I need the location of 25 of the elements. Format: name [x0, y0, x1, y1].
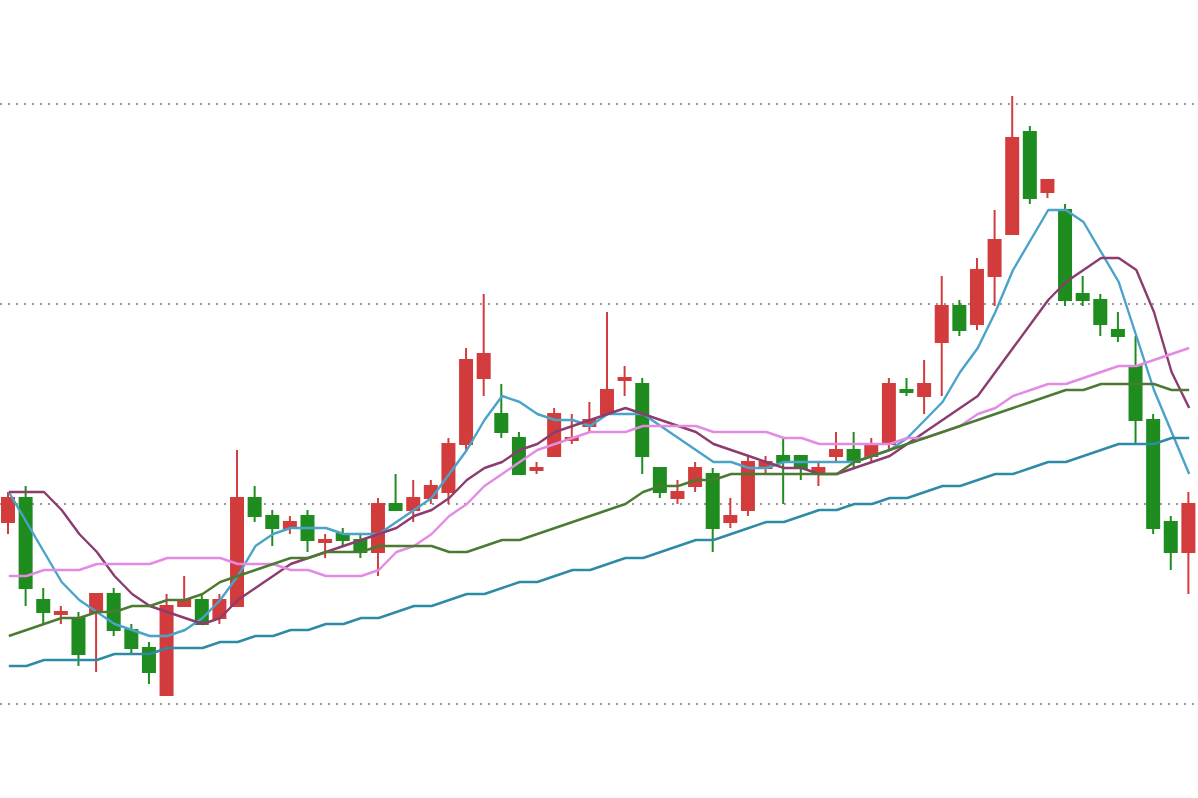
candlestick: [1, 491, 15, 535]
candlestick: [670, 479, 685, 505]
candlestick: [740, 455, 755, 517]
candlestick: [652, 467, 667, 499]
candlestick: [300, 509, 315, 553]
candlestick: [1181, 491, 1196, 595]
candlestick: [318, 533, 333, 559]
candlestick: [952, 299, 967, 337]
candlestick: [141, 641, 156, 685]
candlestick: [723, 497, 738, 529]
candlestick: [934, 275, 949, 397]
candlestick: [617, 365, 632, 397]
candlestick: [987, 209, 1002, 307]
candlestick: [36, 587, 51, 625]
candlestick: [406, 479, 421, 523]
candlestick: [1110, 311, 1125, 343]
candlestick: [494, 383, 509, 439]
candlestick: [688, 461, 703, 493]
candlestick: [1163, 515, 1178, 571]
candlestick: [600, 311, 614, 415]
candlestick: [476, 293, 491, 397]
candlestick: [388, 473, 403, 511]
candlestick: [829, 431, 844, 463]
candlestick: [71, 611, 86, 667]
candlestick: [917, 359, 932, 415]
